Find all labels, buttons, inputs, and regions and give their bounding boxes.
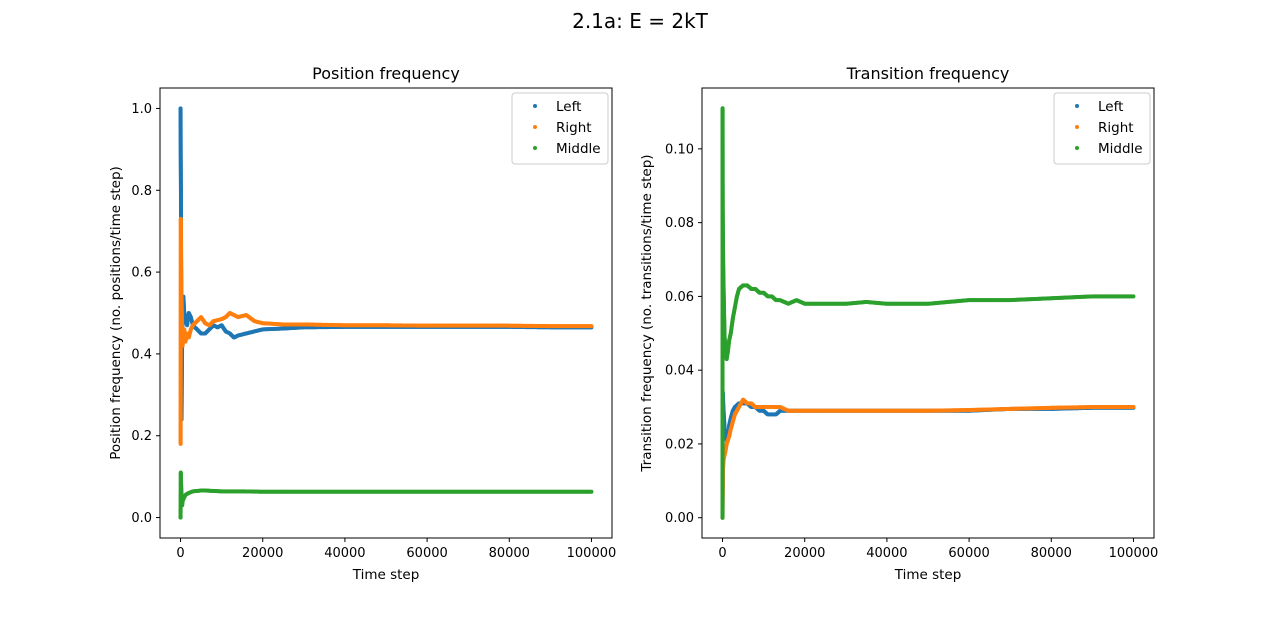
position-series-middle [178,470,594,520]
position-x-tick-label: 0 [176,546,184,561]
transition-chart-title: Transition frequency [846,64,1010,83]
transition-y-tick-label: 0.02 [665,437,694,452]
position-x-axis-label: Time step [352,567,420,583]
transition-legend: Left Right Middle [1053,92,1151,165]
position-point-middle [589,489,594,494]
position-y-tick-label: 0.8 [131,184,152,199]
position-y-tick-label: 0.6 [131,266,152,281]
transition-y-tick-label: 0.08 [665,216,694,231]
position-legend-label-right: Right [556,120,592,136]
position-x-tick-label: 40000 [324,546,365,561]
transition-legend-label-right: Right [1098,120,1134,136]
position-frequency-chart: Position frequency 0 20000 40000 60000 80000 1… [108,64,616,583]
position-legend-marker-left [533,104,537,108]
position-plot-frame [159,87,613,539]
transition-y-tick-label: 0.00 [665,511,694,526]
position-x-tick-label: 20000 [242,546,283,561]
position-chart-title: Position frequency [312,64,460,83]
position-x-tick-label: 80000 [489,546,530,561]
transition-legend-label-left: Left [1098,99,1123,115]
transition-legend-marker-middle [1075,146,1079,150]
position-series-right [178,216,594,446]
transition-x-tick-label: 60000 [948,546,989,561]
transition-x-tick-label: 40000 [866,546,907,561]
transition-series-middle [720,106,1136,520]
position-y-tick-label: 0.4 [131,347,152,362]
position-x-tick-label: 60000 [406,546,447,561]
transition-legend-marker-left [1075,104,1079,108]
position-legend-box [511,92,609,165]
position-point-right [589,324,594,329]
transition-y-tick-label: 0.10 [665,142,694,157]
position-legend-label-left: Left [556,99,581,115]
transition-point-right [1131,405,1136,410]
position-y-tick-label: 0.2 [131,429,152,444]
figure-title: 2.1a: E = 2kT [572,9,709,33]
position-x-tick-label: 100000 [567,546,617,561]
position-y-axis-label: Position frequency (no. positions/time s… [108,166,124,460]
position-legend-marker-right [533,125,537,129]
transition-y-tick-label: 0.04 [665,364,694,379]
transition-frequency-chart: Transition frequency 0 20000 40000 60000 8000… [639,64,1158,583]
transition-y-tick-label: 0.06 [665,290,694,305]
transition-legend-marker-right [1075,125,1079,129]
position-legend-marker-middle [533,146,537,150]
transition-y-axis-label: Transition frequency (no. transitions/ti… [639,154,655,472]
position-y-tick-label: 0.0 [131,511,152,526]
transition-x-tick-label: 80000 [1031,546,1072,561]
position-legend: Left Right Middle [511,92,609,165]
transition-legend-label-middle: Middle [1098,141,1143,157]
transition-point-middle [1131,294,1136,299]
transition-x-tick-label: 20000 [784,546,825,561]
transition-x-tick-label: 0 [718,546,726,561]
transition-x-tick-label: 100000 [1109,546,1159,561]
transition-series-right [720,397,1136,520]
transition-series-points [720,106,1136,520]
position-y-tick-label: 1.0 [131,102,152,117]
position-legend-label-middle: Middle [556,141,601,157]
position-series-points [178,106,594,520]
transition-x-axis-label: Time step [894,567,962,583]
